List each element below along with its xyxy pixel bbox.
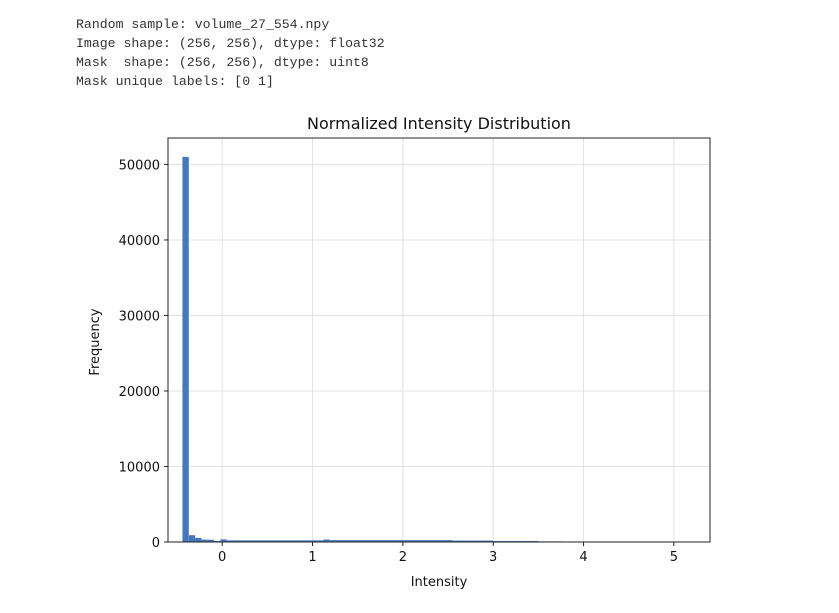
chart-title: Normalized Intensity Distribution [307,114,571,133]
histogram-bar [323,539,330,542]
y-tick-label: 50000 [119,158,160,173]
y-tick-label: 0 [152,536,160,551]
x-tick-label: 4 [579,550,587,565]
grid-lines [168,138,710,543]
histogram-bar [214,540,221,542]
histogram-bar [207,539,215,542]
histogram-bar [226,540,318,542]
y-axis-label: Frequency [88,308,103,375]
histogram-bar [201,539,208,542]
histogram-bar [329,540,453,542]
x-axis-label: Intensity [411,575,468,590]
output-line-sample: Random sample: volume_27_554.npy [76,17,330,32]
x-tick-label: 5 [670,550,678,565]
y-tick-label: 30000 [119,309,160,324]
histogram-bar [182,156,189,542]
output-line-image-shape: Image shape: (256, 256), dtype: float32 [76,36,385,51]
y-tick-label: 10000 [119,460,160,475]
histogram-bars [182,156,700,543]
output-line-mask-shape: Mask shape: (256, 256), dtype: uint8 [76,55,369,70]
x-tick-label: 3 [489,550,497,565]
histogram-bar [317,540,324,542]
histogram-bar [195,537,202,542]
histogram-bar [188,535,196,542]
x-tick-label: 0 [218,550,226,565]
x-tick-label: 1 [308,550,316,565]
x-tick-label: 2 [399,550,407,565]
y-tick-label: 20000 [119,385,160,400]
y-tick-label: 40000 [119,234,160,249]
output-line-mask-labels: Mask unique labels: [0 1] [76,74,274,89]
histogram-bar [220,539,227,542]
cell-output: Random sample: volume_27_554.npy Image sh… [76,15,385,91]
histogram-bar [452,540,494,542]
axis-ticks: 0 1 2 3 4 5 0 10000 20000 30000 40000 50000 [119,158,678,565]
plot-frame [167,137,711,543]
